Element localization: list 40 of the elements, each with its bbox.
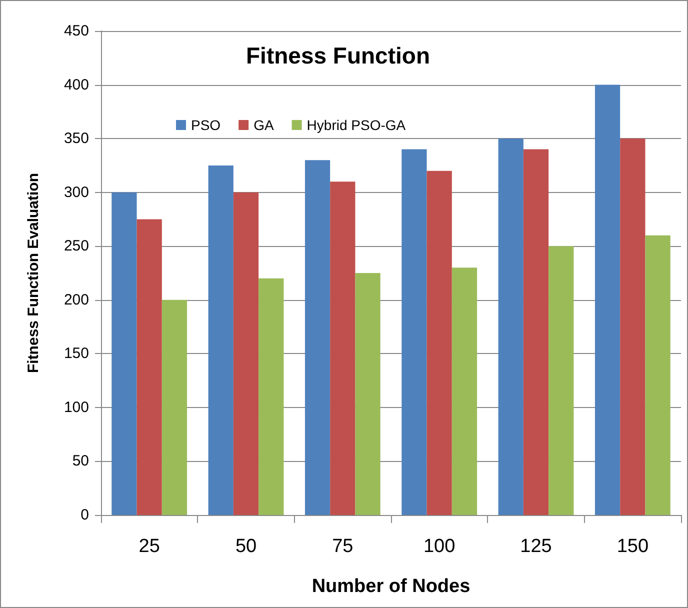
bar [258,278,284,515]
legend-label: PSO [191,117,221,133]
bar [402,149,427,515]
bar [645,235,670,515]
y-tick-label: 50 [72,452,89,470]
x-tick-label: 100 [423,536,456,557]
y-tick-label: 400 [64,76,89,94]
bar [355,273,380,515]
y-tick-label: 350 [64,130,89,148]
y-axis-title: Fitness Function Evaluation [25,172,42,374]
y-tick-label: 0 [80,506,89,524]
legend-label: GA [254,117,274,133]
bar [208,165,234,515]
x-tick-label: 50 [235,536,257,557]
bar [330,182,356,515]
bar [523,149,549,515]
bar [136,219,162,515]
y-tick-label: 450 [64,22,89,40]
y-tick-label: 200 [64,291,89,308]
bar [620,138,646,515]
x-tick-label: 25 [138,536,160,557]
y-tick-label: 100 [64,398,89,416]
bar [498,138,524,515]
x-tick-label: 125 [520,536,552,557]
x-tick-label: 150 [616,536,649,557]
y-tick-label: 300 [64,184,89,201]
x-axis-title: Number of Nodes [312,576,470,597]
bar [162,300,188,515]
bar [452,268,478,515]
x-tick-label: 75 [332,536,354,557]
text: Fitness Function [246,42,430,68]
y-tick-label: 250 [64,238,89,255]
legend-label: Hybrid PSO-GA [306,117,406,133]
bar [594,84,620,515]
y-tick-label: 150 [64,345,89,362]
bar [426,170,452,515]
bar [112,192,137,515]
bar [233,192,259,515]
bar [548,246,574,515]
bar [304,160,330,515]
